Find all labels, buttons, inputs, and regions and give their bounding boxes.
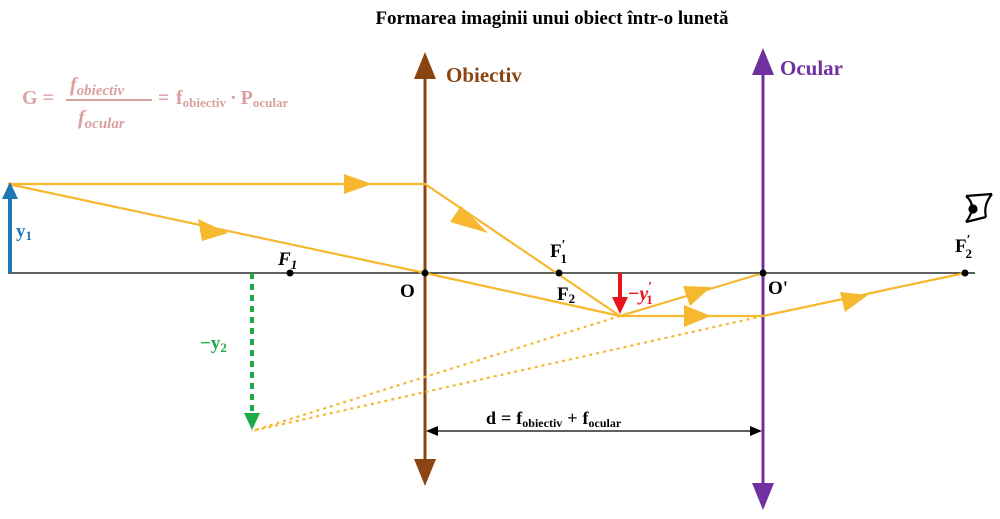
ray-arrow-1: [344, 174, 372, 194]
point-F2prime: [961, 269, 969, 277]
eyepiece-label: Ocular: [780, 56, 843, 80]
label-distance: d = fobiectiv + focular: [486, 408, 622, 430]
objective-arrow-top: [414, 52, 436, 79]
ray-after-eyepiece: [762, 271, 966, 318]
objective-arrow-bottom: [414, 459, 436, 486]
distance-indicator: [426, 426, 762, 436]
formula-eq: =: [158, 87, 169, 109]
ray-arrow-3: [450, 206, 488, 233]
point-Oprime: [759, 269, 767, 277]
objective-lens: [414, 52, 436, 486]
rays: [7, 182, 966, 318]
object-arrow-y1: [2, 182, 18, 273]
label-F1: F1: [277, 249, 297, 272]
eye-icon: [965, 192, 993, 224]
label-y1: y1: [16, 221, 32, 243]
image-arrow-y1prime: [612, 273, 628, 314]
virtual-rays: [251, 314, 764, 433]
label-F1prime: F′ 1: [550, 238, 567, 266]
point-F1prime: [555, 269, 563, 277]
label-y1prime: −y′ 1: [628, 280, 653, 307]
ray-parallel: [8, 182, 621, 317]
ray-arrow-6: [840, 292, 868, 312]
virtual-ray-2: [251, 314, 764, 433]
formula-numerator: fobiectiv: [70, 74, 124, 99]
ray-arrow-2: [198, 219, 228, 241]
label-O: O: [400, 281, 415, 302]
point-O: [421, 269, 429, 277]
ray-arrow-4: [683, 286, 711, 306]
axis-points: [286, 269, 969, 277]
diagram-title: Formarea imaginii unui obiect într-o lun…: [375, 8, 729, 29]
formula-rhs: fobiectiv · Pocular: [176, 87, 289, 110]
label-F2prime: F′ 2: [955, 233, 972, 261]
formula-lhs: G =: [22, 87, 54, 109]
point-F1: [286, 269, 294, 277]
virtual-ray-1: [251, 314, 621, 433]
label-y2: −y2: [200, 333, 227, 355]
ray-arrow-5: [684, 305, 711, 327]
ray-arrows: [198, 174, 868, 327]
eyepiece-arrow-top: [752, 48, 774, 75]
label-F2: F2: [557, 284, 575, 306]
image-arrow-y2: [244, 273, 260, 430]
formula-denominator: focular: [78, 107, 125, 132]
ray-through-center: [7, 182, 621, 318]
objective-label: Obiectiv: [446, 63, 522, 87]
eyepiece-lens: [752, 48, 774, 510]
eyepiece-arrow-bottom: [752, 483, 774, 510]
label-Oprime: O': [768, 278, 788, 299]
magnification-formula: G = fobiectiv focular = fobiectiv · Pocula…: [22, 74, 289, 132]
